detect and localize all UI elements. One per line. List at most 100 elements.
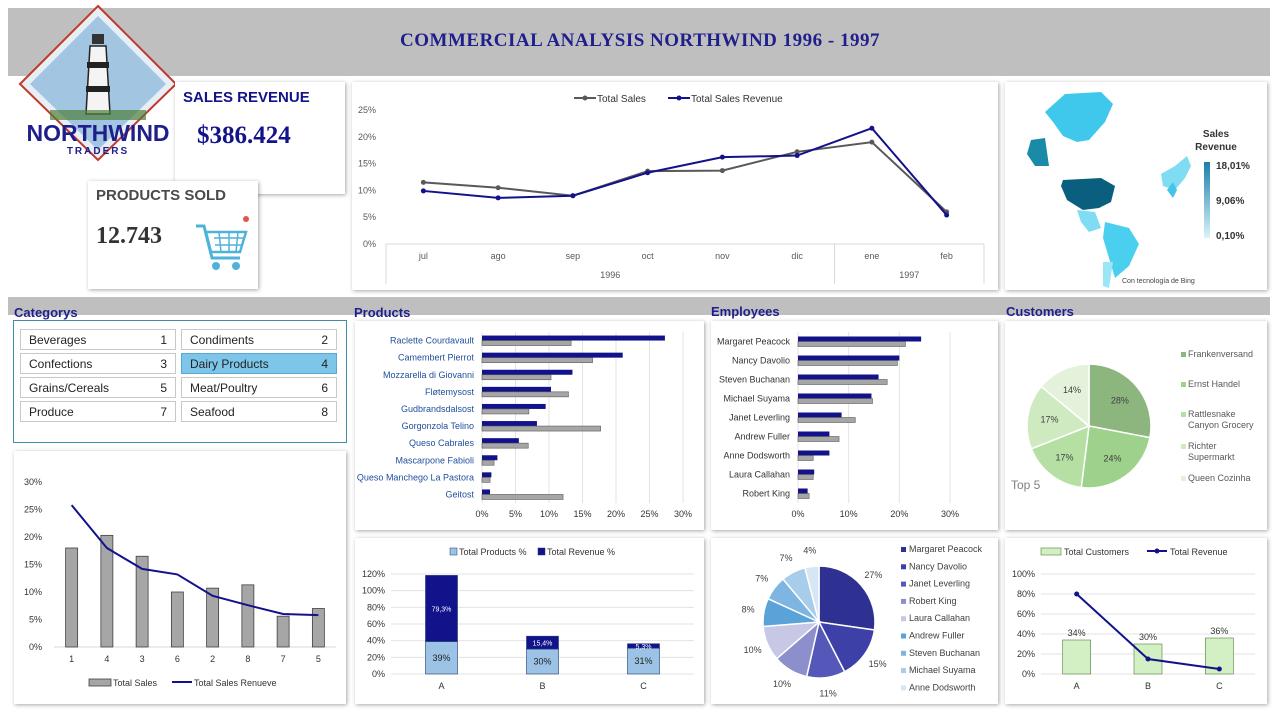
slicer-item-condiments[interactable]: Condiments 2 xyxy=(181,329,337,350)
category-label: Camembert Pierrot xyxy=(398,353,475,363)
y-tick-label: 10% xyxy=(358,185,376,195)
series-line-total-sales-renueve xyxy=(70,504,319,617)
slice-label: 24% xyxy=(1104,453,1122,463)
map-credit: Con tecnología de Bing xyxy=(1122,278,1195,285)
pie-slice-ernst-handel xyxy=(1080,425,1151,489)
bar-total-revenue xyxy=(482,455,498,461)
data-label: 15,4% xyxy=(533,641,553,648)
slicer-item-confections[interactable]: Confections 3 xyxy=(20,353,176,374)
map-legend-title-2: Revenue xyxy=(1195,142,1237,153)
slicer-item-number: 5 xyxy=(160,380,167,395)
slicer-item-seafood[interactable]: Seafood 8 xyxy=(181,401,337,422)
data-point xyxy=(869,139,875,145)
legend-swatch xyxy=(1181,382,1186,387)
legend-swatch xyxy=(449,547,458,556)
x-tick-label: 3 xyxy=(140,654,145,664)
slicer-item-produce[interactable]: Produce 7 xyxy=(20,401,176,422)
pie-slice-nancy-davolio xyxy=(817,621,876,673)
bar-total-sales xyxy=(797,455,814,461)
map-legend-max: 18,01% xyxy=(1216,161,1250,172)
legend-label: Richter xyxy=(1188,441,1217,451)
x-tick-label: B xyxy=(539,681,545,691)
dashboard-title: COMMERCIAL ANALYSIS NORTHWIND 1996 - 199… xyxy=(400,30,880,51)
bar-total-revenue xyxy=(482,386,552,392)
y-tick-label: 40% xyxy=(1017,629,1035,639)
slicer-item-label: Grains/Cereals xyxy=(29,380,110,395)
y-tick-label: 0% xyxy=(29,642,42,652)
legend-swatch xyxy=(901,598,906,604)
bar-total-revenue xyxy=(482,335,665,341)
legend-label: Margaret Peacock xyxy=(909,544,983,554)
pie-slice-richter-supermarkt xyxy=(1026,385,1091,450)
data-label: 31% xyxy=(634,656,652,666)
data-point xyxy=(1216,666,1222,672)
map-legend-mid: 9,06% xyxy=(1216,196,1244,207)
category-label: Janet Leverling xyxy=(729,413,790,423)
bar xyxy=(276,615,290,648)
category-slicer: Beverages 1 Condiments 2 Confections 3 Dairy P… xyxy=(13,320,347,443)
data-point xyxy=(719,154,725,160)
logo-name: NORTHWIND xyxy=(26,120,169,146)
series-line-total-sales-revenue xyxy=(423,127,948,216)
x-tick-label: 0% xyxy=(475,509,488,519)
bar-total-sales xyxy=(481,374,552,381)
category-label: Robert King xyxy=(742,489,790,499)
y-tick-label: 40% xyxy=(367,636,385,646)
y-tick-label: 20% xyxy=(367,652,385,662)
legend-label: Laura Callahan xyxy=(909,613,970,623)
slicer-item-number: 2 xyxy=(321,332,328,347)
map-region-uk xyxy=(1167,182,1177,198)
products-kpi-card: PRODUCTS SOLD 12.743 xyxy=(88,181,258,289)
bar-total-revenue xyxy=(482,472,492,478)
slicer-item-meat-poultry[interactable]: Meat/Poultry 6 xyxy=(181,377,337,398)
legend-label: Total Revenue xyxy=(1170,547,1228,557)
category-label: Gorgonzola Telino xyxy=(402,421,474,431)
y-tick-label: 120% xyxy=(362,569,385,579)
data-point xyxy=(719,168,725,174)
slicer-item-beverages[interactable]: Beverages 1 xyxy=(20,329,176,350)
bar-total-sales xyxy=(797,474,814,480)
x-tick-label: C xyxy=(640,681,647,691)
x-tick-label: 15% xyxy=(573,509,591,519)
legend-label: Total Products % xyxy=(459,547,527,557)
y-tick-label: 80% xyxy=(367,602,385,612)
bar-total-sales xyxy=(797,360,898,366)
bar-total-sales xyxy=(797,436,840,442)
category-label: Laura Callahan xyxy=(729,470,790,480)
slicer-item-label: Meat/Poultry xyxy=(190,380,258,395)
y-tick-label: 25% xyxy=(24,505,42,515)
slicer-item-number: 4 xyxy=(321,356,328,371)
x-group-label: 1996 xyxy=(600,270,620,280)
x-tick-label: 5% xyxy=(509,509,522,519)
x-tick-label: ene xyxy=(864,251,879,261)
data-point xyxy=(495,185,501,191)
data-label: 34% xyxy=(1068,628,1086,638)
legend-swatch xyxy=(901,685,906,691)
legend-swatch xyxy=(1040,547,1062,556)
slice-label: 11% xyxy=(819,688,836,698)
title-bar xyxy=(8,8,1270,76)
slice-label: 10% xyxy=(744,645,762,655)
abc-products-card: 0% 20% 40% 60% 80% 100% 120% 39% 79,3% A 30% 15,4% B… xyxy=(355,538,704,704)
category-label: Mascarpone Fabioli xyxy=(395,455,474,465)
map-legend-title-1: Sales xyxy=(1203,129,1230,140)
category-chart-card: 0% 5% 10% 15% 20% 25% 30% 1 4 3 6 2 8 7 5 Total Sales To… xyxy=(14,451,346,704)
slicer-item-label: Confections xyxy=(29,356,93,371)
abc-customers-card: 0% 20% 40% 60% 80% 100% 34% A 30% B 36% C Total Cust… xyxy=(1005,538,1267,704)
customers-section-title: Customers xyxy=(1006,304,1074,319)
shopping-cart-icon xyxy=(196,216,249,270)
revenue-kpi-label: SALES REVENUE xyxy=(183,89,310,106)
revenue-kpi-value: $386.424 xyxy=(197,122,291,149)
legend-marker xyxy=(582,95,588,101)
bar-total-sales xyxy=(481,340,572,346)
slicer-item-grains-cereals[interactable]: Grains/Cereals 5 xyxy=(20,377,176,398)
series-line-total-sales xyxy=(423,141,948,213)
data-label: 36% xyxy=(1210,626,1228,636)
products-kpi-label: PRODUCTS SOLD xyxy=(96,187,227,204)
y-tick-label: 20% xyxy=(1017,649,1035,659)
category-label: Raclette Courdavault xyxy=(390,336,475,346)
slicer-item-dairy-products[interactable]: Dairy Products 4 xyxy=(181,353,337,374)
bar-total-revenue xyxy=(798,450,830,456)
legend-label: Ernst Handel xyxy=(1188,379,1240,389)
map-region-europe xyxy=(1161,156,1191,190)
